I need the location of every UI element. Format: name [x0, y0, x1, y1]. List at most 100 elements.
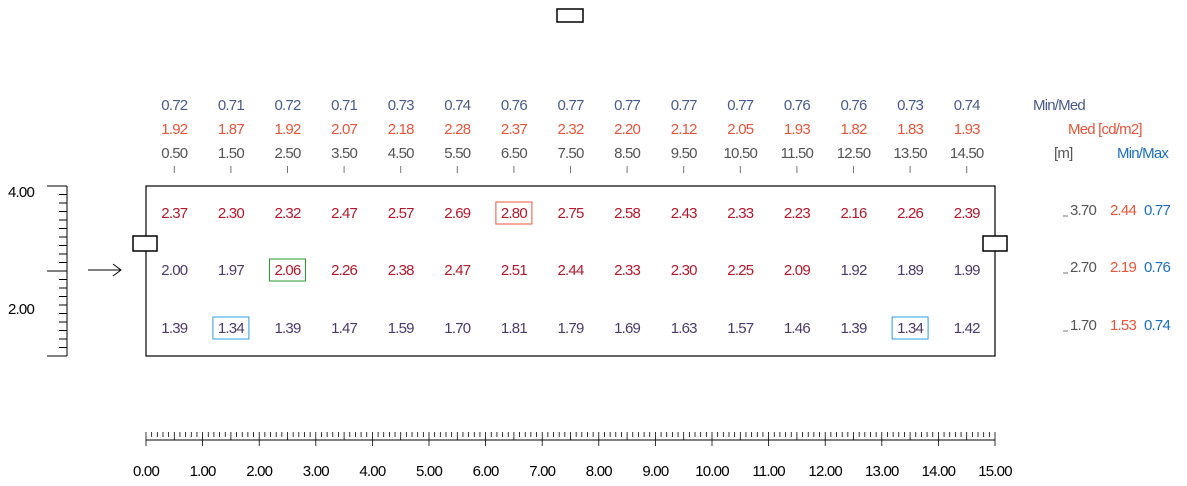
- horizontal-ruler-label: 1.00: [190, 463, 216, 480]
- grid-cell-value: 1.79: [558, 320, 584, 337]
- calculation-field-frame: [145, 185, 996, 357]
- meter-unit-label: [m]: [1054, 145, 1073, 162]
- row-y-position: 3.70: [1070, 202, 1096, 219]
- grid-cell-value: 2.26: [331, 262, 357, 279]
- column-minmed-value: 0.71: [331, 97, 357, 114]
- grid-cell-value: 2.69: [444, 205, 470, 222]
- row-med-value: 2.44: [1110, 202, 1136, 219]
- column-position-label: 7.50: [558, 145, 584, 162]
- column-med-value: 1.83: [897, 121, 923, 138]
- column-position-label: 1.50: [218, 145, 244, 162]
- observer-arrow-icon: [88, 263, 122, 277]
- column-med-value: 1.87: [218, 121, 244, 138]
- column-position-label: 3.50: [331, 145, 357, 162]
- column-position-label: 0.50: [161, 145, 187, 162]
- column-minmed-values: 0.72 0.71 0.72 0.71 0.73 0.74 0.76 0.77 0.77 0.77…: [161, 97, 981, 114]
- grid-cell-value: 2.09: [784, 262, 810, 279]
- column-position-label: 5.50: [444, 145, 470, 162]
- grid-cell-value: 2.47: [444, 262, 470, 279]
- column-med-value: 2.07: [331, 121, 357, 138]
- grid-cell-highlight-box: [269, 258, 306, 282]
- grid-cell-value: 2.33: [614, 262, 640, 279]
- horizontal-ruler-label: 8.00: [586, 463, 612, 480]
- luminaire-top-symbol: [556, 8, 584, 23]
- column-minmed-value: 0.77: [614, 97, 640, 114]
- column-med-value: 2.28: [444, 121, 470, 138]
- grid-cell-value: 1.34: [218, 320, 244, 337]
- grid-cell-value: 2.75: [558, 205, 584, 222]
- column-med-value: 1.92: [275, 121, 301, 138]
- grid-cell-value: 1.92: [841, 262, 867, 279]
- horizontal-ruler-label: 4.00: [359, 463, 385, 480]
- row-med-value: 1.53: [1110, 317, 1136, 334]
- grid-cell-value: 2.33: [727, 205, 753, 222]
- horizontal-ruler-label: 12.00: [808, 463, 842, 480]
- grid-cell-value: 2.23: [784, 205, 810, 222]
- grid-cell-value: 1.39: [841, 320, 867, 337]
- row-summaries: 3.70 2.44 0.77 2.70 2.19 0.76 1.70 1.53 0.74: [1063, 202, 1171, 334]
- column-position-label: 4.50: [388, 145, 414, 162]
- column-minmed-value: 0.73: [388, 97, 414, 114]
- column-med-value: 2.32: [558, 121, 584, 138]
- column-minmed-value: 0.74: [954, 97, 980, 114]
- med-header-label: Med [cd/m2]: [1068, 121, 1142, 138]
- horizontal-ruler-label: 9.00: [642, 463, 668, 480]
- column-med-value: 2.12: [671, 121, 697, 138]
- row-y-position: 1.70: [1070, 317, 1096, 334]
- grid-cell-value: 1.63: [671, 320, 697, 337]
- column-position-label: 11.50: [781, 145, 814, 162]
- column-minmed-value: 0.72: [275, 97, 301, 114]
- column-position-label: 10.50: [724, 145, 758, 162]
- grid-cell-value: 2.37: [161, 205, 187, 222]
- row-minmax-value: 0.76: [1144, 259, 1170, 276]
- column-med-value: 1.82: [841, 121, 867, 138]
- grid-cell-value: 1.59: [388, 320, 414, 337]
- horizontal-ruler-label: 3.00: [303, 463, 329, 480]
- column-minmed-value: 0.71: [218, 97, 244, 114]
- column-position-labels: 0.50 1.50 2.50 3.50 4.50 5.50 6.50 7.50 8.50 9.50…: [161, 145, 984, 162]
- column-med-value: 1.93: [784, 121, 810, 138]
- column-position-label: 9.50: [671, 145, 697, 162]
- horizontal-ruler-label: 2.00: [246, 463, 272, 480]
- grid-cell-highlight-box: [891, 316, 929, 340]
- grid-cell-value: 2.57: [388, 205, 414, 222]
- grid-cell-value: 1.57: [727, 320, 753, 337]
- grid-values: 2.37 2.30 2.32 2.47 2.57 2.69 2.80 2.75 2.58 2.43…: [161, 201, 981, 340]
- grid-cell-value: 2.30: [218, 205, 244, 222]
- grid-cell-value: 2.16: [841, 205, 867, 222]
- column-position-label: 6.50: [501, 145, 527, 162]
- grid-cell-value: 1.81: [501, 320, 527, 337]
- horizontal-ruler-label: 15.00: [978, 463, 1012, 480]
- grid-cell-value: 1.97: [218, 262, 244, 279]
- horizontal-ruler-label: 6.00: [473, 463, 499, 480]
- grid-cell-value: 2.06: [275, 262, 301, 279]
- grid-cell-value: 2.39: [954, 205, 980, 222]
- column-position-label: 12.50: [837, 145, 871, 162]
- grid-cell-value: 1.34: [897, 320, 923, 337]
- column-minmed-value: 0.72: [161, 97, 187, 114]
- grid-cell-value: 2.25: [727, 262, 753, 279]
- column-minmed-value: 0.74: [444, 97, 470, 114]
- grid-cell-value: 1.70: [444, 320, 470, 337]
- column-med-value: 2.05: [727, 121, 753, 138]
- column-position-label: 14.50: [950, 145, 984, 162]
- y-axis-label-4: 4.00: [8, 184, 34, 201]
- grid-cell-value: 1.39: [161, 320, 187, 337]
- horizontal-ruler-labels: 0.00 1.00 2.00 3.00 4.00 5.00 6.00 7.00 8.00 9.00…: [133, 463, 1013, 480]
- column-med-value: 2.18: [388, 121, 414, 138]
- row-y-position: 2.70: [1070, 259, 1096, 276]
- grid-cell-highlight-box: [212, 316, 250, 340]
- grid-cell-value: 2.80: [501, 205, 527, 222]
- column-minmed-value: 0.77: [727, 97, 753, 114]
- grid-cell-value: 2.26: [897, 205, 923, 222]
- column-med-values: 1.92 1.87 1.92 2.07 2.18 2.28 2.37 2.32 2.20 2.12…: [161, 121, 981, 138]
- column-med-value: 1.93: [954, 121, 980, 138]
- column-ticks: [173, 166, 968, 173]
- grid-cell-value: 1.99: [954, 262, 980, 279]
- horizontal-ruler-label: 7.00: [529, 463, 555, 480]
- grid-cell-value: 1.47: [331, 320, 357, 337]
- row-med-value: 2.19: [1110, 259, 1136, 276]
- row-minmax-value: 0.77: [1144, 202, 1170, 219]
- grid-cell-value: 2.44: [558, 262, 584, 279]
